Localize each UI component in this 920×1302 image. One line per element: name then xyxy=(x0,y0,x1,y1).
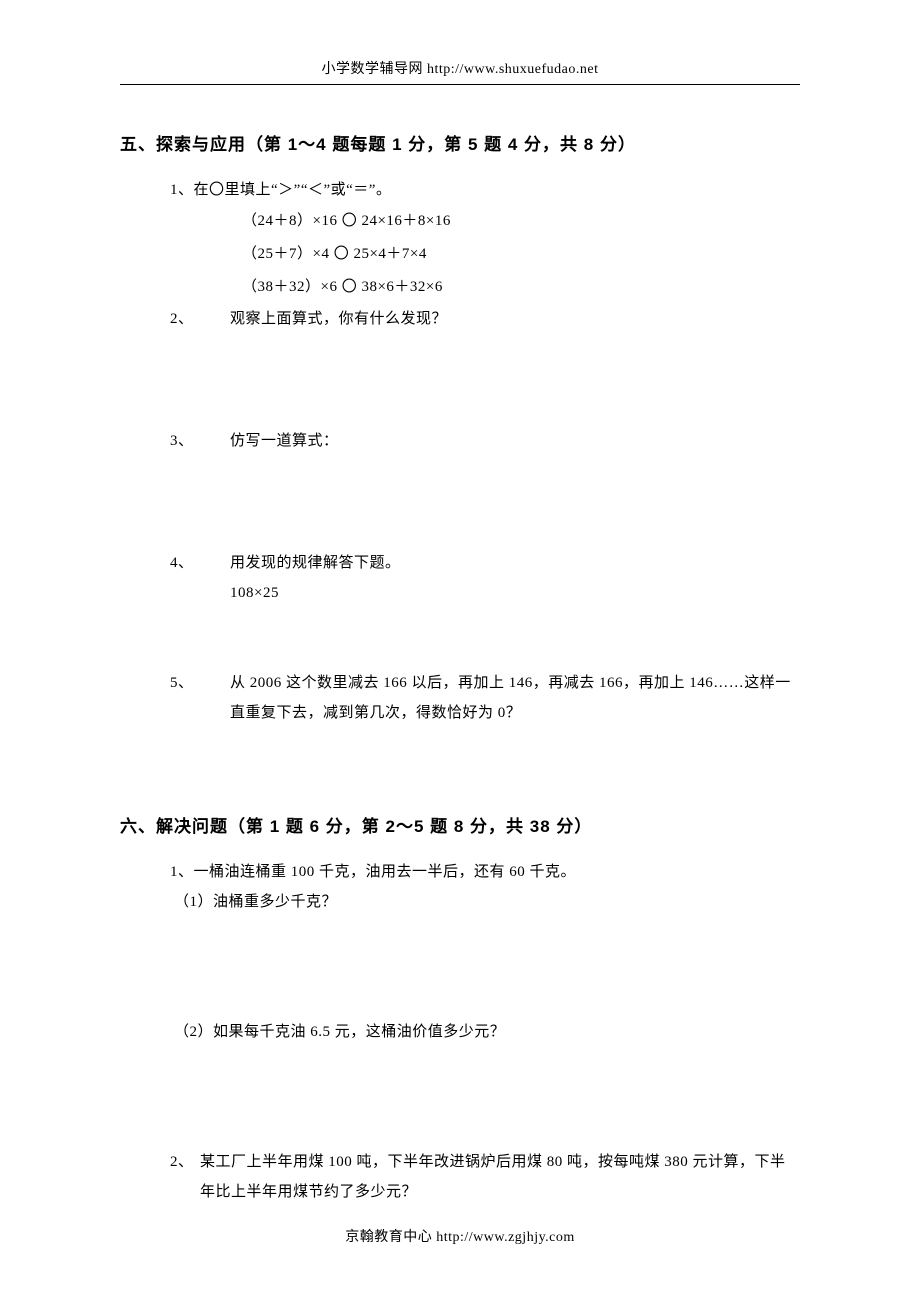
section-5-q2: 2、 观察上面算式，你有什么发现？ xyxy=(170,304,800,334)
page-footer: 京翰教育中心 http://www.zgjhjy.com xyxy=(0,1226,920,1246)
q4-sub-expression: 108×25 xyxy=(230,578,800,608)
workspace-gap xyxy=(120,334,800,426)
s6-q2-text: 某工厂上半年用煤 100 吨，下半年改进锅炉后用煤 80 吨，按每吨煤 380 … xyxy=(200,1147,800,1207)
section-5-q5: 5、 从 2006 这个数里减去 166 以后，再加上 146，再减去 166，… xyxy=(170,668,800,728)
page-header: 小学数学辅导网 http://www.shuxuefudao.net xyxy=(120,0,800,85)
s6-q1-text: 一桶油连桶重 100 千克，油用去一半后，还有 60 千克。 xyxy=(194,864,577,880)
section-6-heading: 六、解决问题（第 1 题 6 分，第 2～5 题 8 分，共 38 分） xyxy=(120,812,800,837)
q1-expression-1: （24＋8）×16 〇 24×16＋8×16 xyxy=(242,205,800,238)
section-5-q4: 4、 用发现的规律解答下题。 xyxy=(170,548,800,578)
q5-text: 从 2006 这个数里减去 166 以后，再加上 146，再减去 166，再加上… xyxy=(230,668,800,728)
q1-number: 1、 xyxy=(170,175,194,205)
workspace-gap xyxy=(120,456,800,548)
section-5-heading: 五、探索与应用（第 1～4 题每题 1 分，第 5 题 4 分，共 8 分） xyxy=(120,130,800,155)
s6-q1-sub2: （2）如果每千克油 6.5 元，这桶油价值多少元？ xyxy=(174,1017,800,1047)
q1-expression-3: （38＋32）×6 〇 38×6＋32×6 xyxy=(242,271,800,304)
section-gap xyxy=(120,728,800,812)
q5-number: 5、 xyxy=(170,668,230,728)
section-5-q3: 3、 仿写一道算式： xyxy=(170,426,800,456)
s6-q1-number: 1、 xyxy=(170,857,194,887)
workspace-gap xyxy=(120,917,800,1017)
q2-text: 观察上面算式，你有什么发现？ xyxy=(230,304,800,334)
q2-number: 2、 xyxy=(170,304,230,334)
q4-number: 4、 xyxy=(170,548,230,578)
workspace-gap xyxy=(120,608,800,668)
page-content: 五、探索与应用（第 1～4 题每题 1 分，第 5 题 4 分，共 8 分） 1… xyxy=(0,85,920,1207)
q4-text: 用发现的规律解答下题。 xyxy=(230,548,800,578)
workspace-gap xyxy=(120,1047,800,1147)
s6-q2-number: 2、 xyxy=(170,1147,200,1207)
q1-text: 在〇里填上“＞”“＜”或“＝”。 xyxy=(194,182,392,198)
q3-text: 仿写一道算式： xyxy=(230,426,800,456)
footer-text: 京翰教育中心 http://www.zgjhjy.com xyxy=(345,1230,575,1245)
header-text: 小学数学辅导网 http://www.shuxuefudao.net xyxy=(321,62,598,77)
section-5-q1: 1、在〇里填上“＞”“＜”或“＝”。 xyxy=(170,175,800,205)
s6-q1-sub1: （1）油桶重多少千克？ xyxy=(174,887,800,917)
q3-number: 3、 xyxy=(170,426,230,456)
section-6-q1: 1、一桶油连桶重 100 千克，油用去一半后，还有 60 千克。 xyxy=(170,857,800,887)
q1-expression-2: （25＋7）×4 〇 25×4＋7×4 xyxy=(242,238,800,271)
section-6-q2: 2、 某工厂上半年用煤 100 吨，下半年改进锅炉后用煤 80 吨，按每吨煤 3… xyxy=(170,1147,800,1207)
